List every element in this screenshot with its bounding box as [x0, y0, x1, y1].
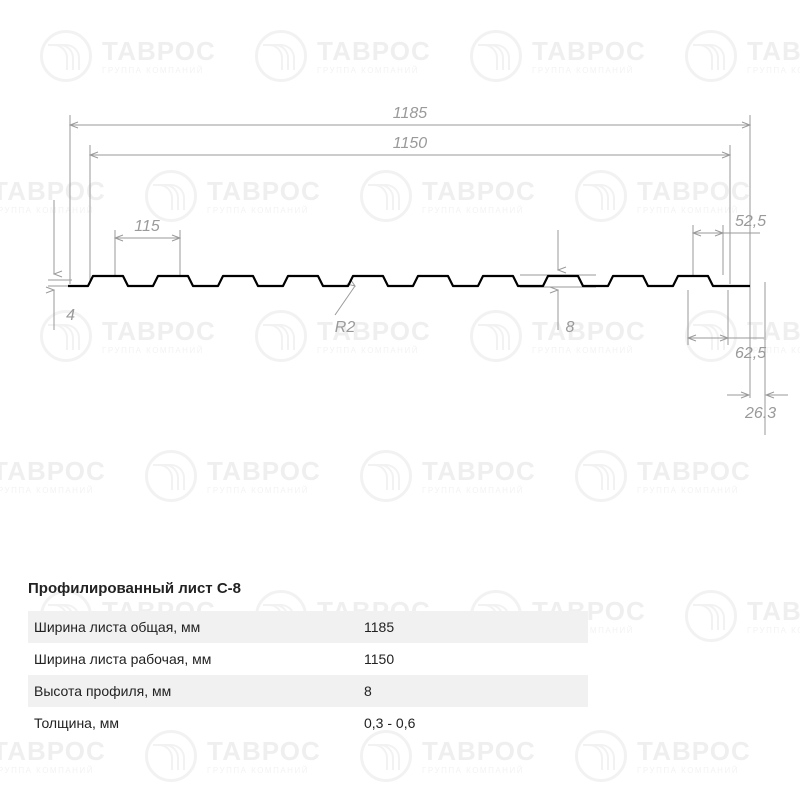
profile-path	[68, 276, 750, 286]
spec-label: Ширина листа общая, мм	[28, 619, 364, 635]
dim-8: 8	[566, 319, 575, 336]
spec-label: Высота профиля, мм	[28, 683, 364, 699]
dim-26-3: 26.3	[744, 405, 776, 422]
spec-label: Ширина листа рабочая, мм	[28, 651, 364, 667]
watermark-subtitle: ГРУППА КОМПАНИЙ	[0, 767, 106, 775]
spec-value: 0,3 - 0,6	[364, 715, 484, 731]
watermark-logo-icon	[685, 590, 737, 642]
watermark-brand: ТАВРОС	[207, 738, 321, 764]
watermark-subtitle: ГРУППА КОМПАНИЙ	[422, 767, 536, 775]
profile-drawing: 1185 1150 115 4 R2 8 52,5 62,5 26.3	[0, 0, 800, 500]
dim-62-5: 62,5	[735, 345, 766, 362]
watermark-subtitle: ГРУППА КОМПАНИЙ	[207, 767, 321, 775]
spec-row: Ширина листа рабочая, мм1150	[28, 643, 588, 675]
spec-value: 1150	[364, 651, 484, 667]
watermark-brand: ТАВРОС	[637, 738, 751, 764]
dim-115: 115	[134, 218, 160, 235]
watermark-brand: ТАВРОС	[422, 738, 536, 764]
watermark: ТАВРОС ГРУППА КОМПАНИЙ	[685, 590, 800, 642]
dim-4: 4	[66, 307, 75, 324]
dim-52-5: 52,5	[735, 213, 766, 230]
spec-label: Толщина, мм	[28, 715, 364, 731]
dim-r2: R2	[335, 319, 356, 336]
spec-row: Ширина листа общая, мм1185	[28, 611, 588, 643]
spec-value: 1185	[364, 619, 484, 635]
watermark: ТАВРОС ГРУППА КОМПАНИЙ	[575, 730, 751, 782]
watermark-subtitle: ГРУППА КОМПАНИЙ	[637, 767, 751, 775]
dim-1185: 1185	[393, 105, 428, 122]
watermark-brand: ТАВРОС	[0, 738, 106, 764]
watermark-brand: ТАВРОС	[747, 598, 800, 624]
dim-1150: 1150	[393, 135, 428, 152]
spec-row: Толщина, мм0,3 - 0,6	[28, 707, 588, 739]
spec-title: Профилированный лист С-8	[28, 580, 588, 597]
spec-value: 8	[364, 683, 484, 699]
spec-row: Высота профиля, мм8	[28, 675, 588, 707]
spec-table: Профилированный лист С-8 Ширина листа об…	[28, 580, 588, 739]
watermark-subtitle: ГРУППА КОМПАНИЙ	[747, 627, 800, 635]
